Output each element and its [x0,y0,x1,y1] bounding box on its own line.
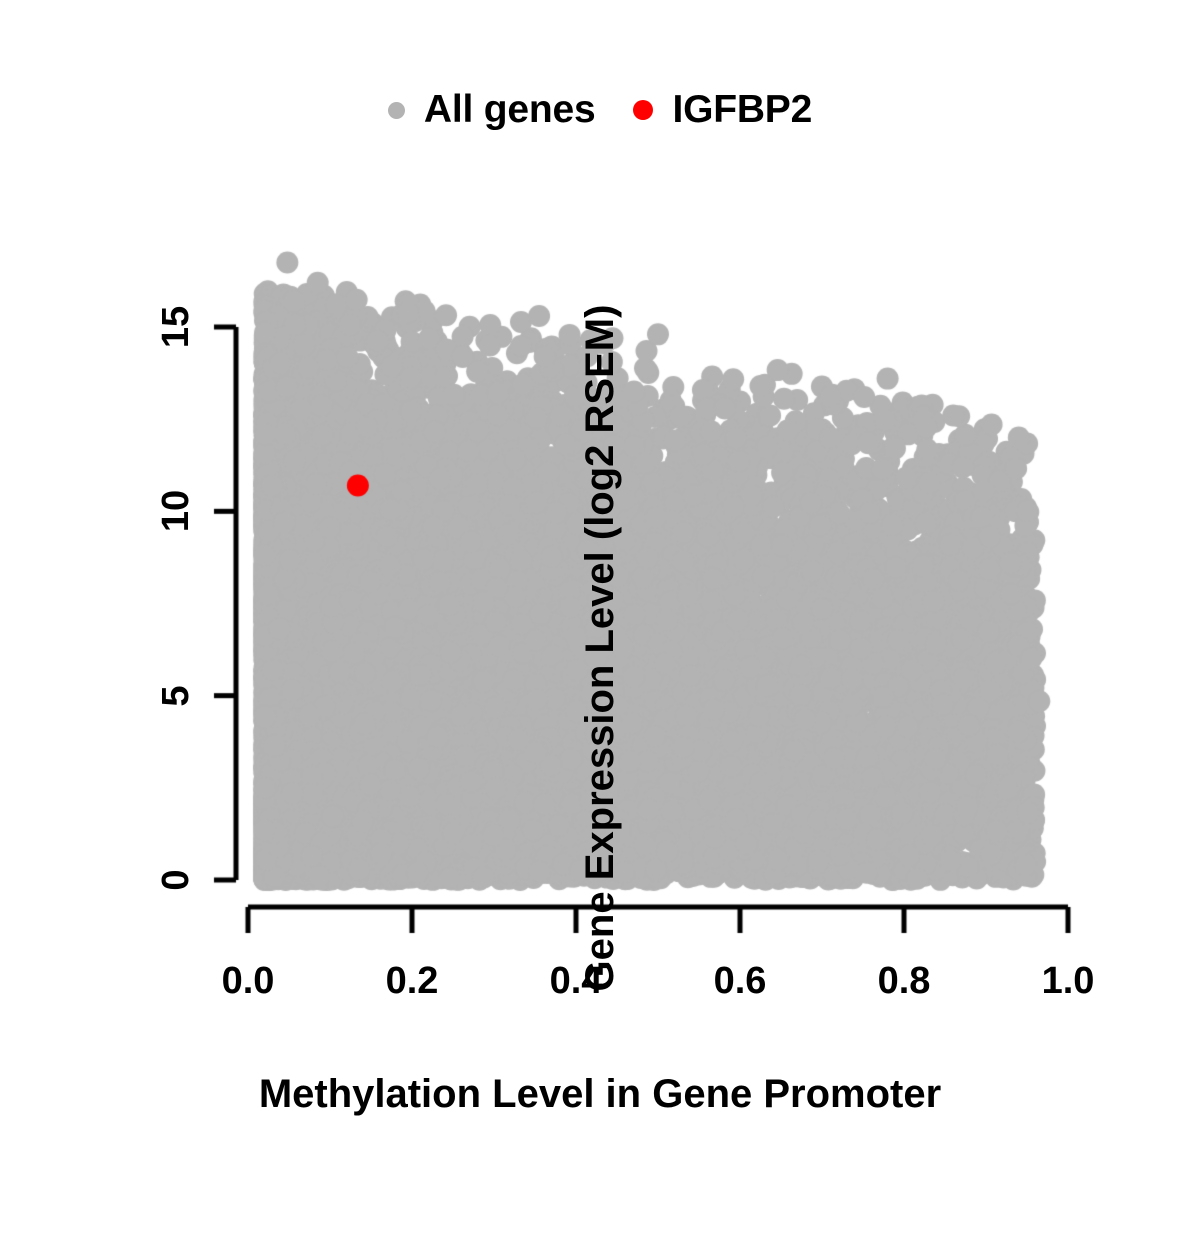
x-tick-label: 0.6 [713,960,767,1002]
x-tick-label: 0.4 [549,960,603,1002]
y-tick-label: 0 [155,869,197,891]
y-axis-title: Gene Expression Level (log2 RSEM) [577,304,622,992]
x-tick-label: 1.0 [1041,960,1095,1002]
scatter-plot-canvas [0,0,1200,1200]
y-tick-label: 15 [155,305,197,349]
x-tick-label: 0.0 [221,960,275,1002]
x-tick-label: 0.2 [385,960,439,1002]
scatter-plot-figure: All genes IGFBP2 Methylation Level in Ge… [0,0,1200,1200]
y-tick-label: 10 [155,490,197,533]
x-axis-title: Methylation Level in Gene Promoter [258,1072,942,1116]
y-axis-title-wrapper: Gene Expression Level (log2 RSEM) [578,305,622,992]
y-tick-label: 5 [155,685,197,707]
x-tick-label: 0.8 [877,960,931,1002]
